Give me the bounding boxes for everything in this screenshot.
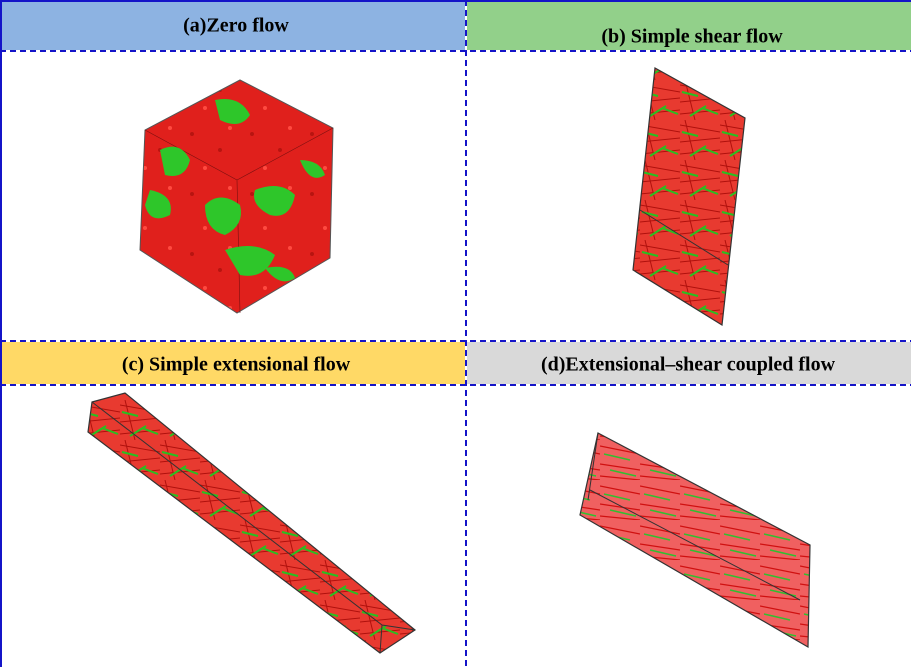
shear-image bbox=[633, 68, 745, 325]
cube-image bbox=[140, 80, 333, 313]
panel-title: (d)Extensional–shear coupled flow bbox=[541, 354, 836, 376]
panel-title: (c) Simple extensional flow bbox=[122, 354, 351, 376]
coupled-image bbox=[580, 433, 810, 647]
figure: (a)Zero flow (b) Simple shear flow (c) S… bbox=[0, 0, 911, 667]
extension-image bbox=[88, 393, 415, 653]
panel-title: (a)Zero flow bbox=[183, 15, 289, 37]
panel-title: (b) Simple shear flow bbox=[601, 26, 783, 48]
